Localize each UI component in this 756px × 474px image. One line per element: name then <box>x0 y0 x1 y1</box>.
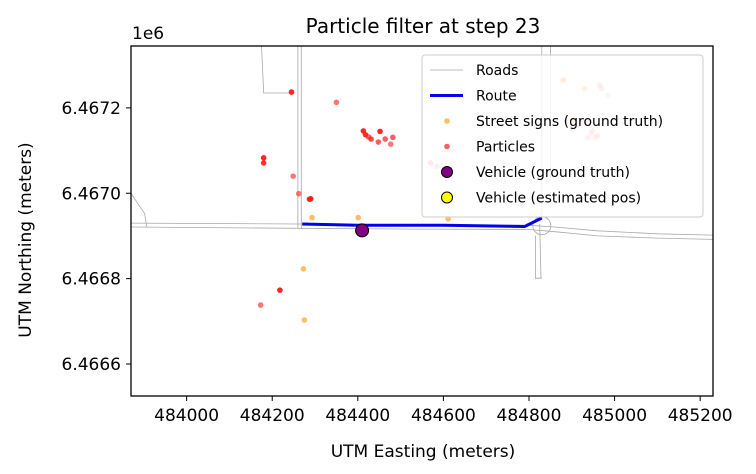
x-axis-ticks: 484000 484200 484400 484600 484800 485000 4852… <box>154 396 733 426</box>
particle-point <box>257 302 264 308</box>
x-tick-label: 484200 <box>240 406 305 426</box>
particle-point <box>290 173 296 179</box>
x-axis-label: UTM Easting (meters) <box>331 442 516 462</box>
legend: Roads Route Street signs (ground truth) Par… <box>421 54 704 218</box>
x-tick-label: 484600 <box>411 406 476 426</box>
particle-point <box>368 136 374 142</box>
y-tick-label: 6.4666 <box>62 355 121 375</box>
particle-point <box>306 196 313 203</box>
legend-label-vehicle_true: Vehicle (ground truth) <box>476 165 630 181</box>
particle-point <box>295 190 302 197</box>
particle-point <box>260 155 267 161</box>
road-line <box>261 46 294 94</box>
legend-label-vehicle_est: Vehicle (estimated pos) <box>476 191 641 207</box>
legend-label-roads: Roads <box>476 63 518 79</box>
y-tick-label: 6.4672 <box>62 99 121 119</box>
particle-point <box>387 141 394 147</box>
route-layer <box>302 216 543 229</box>
legend-swatch-vehicle_est <box>441 191 453 204</box>
y-tick-label: 6.4670 <box>62 184 121 204</box>
legend-box <box>421 54 704 218</box>
road-line <box>539 223 542 279</box>
street-sign-point <box>301 317 308 323</box>
street-sign-point <box>309 214 315 221</box>
particle-point <box>288 89 295 95</box>
y-tick-label: 6.4668 <box>62 270 121 290</box>
y-axis-label: UTM Northing (meters) <box>16 142 36 337</box>
street-sign-point <box>355 214 362 221</box>
particle-point <box>390 134 396 141</box>
particle-point <box>375 139 382 145</box>
y-axis-offset-label: 1e6 <box>132 24 164 44</box>
legend-label-particles: Particles <box>476 140 535 156</box>
x-tick-label: 484000 <box>154 406 219 426</box>
legend-swatch-vehicle_true <box>441 166 453 178</box>
legend-label-route: Route <box>476 89 517 105</box>
street-sign-point <box>300 266 307 272</box>
y-axis-ticks: 6.4666 6.4668 6.4670 6.4672 <box>62 99 131 375</box>
x-tick-label: 484400 <box>325 406 390 426</box>
vehicle-layer <box>355 223 370 238</box>
route-line <box>302 216 543 229</box>
legend-label-signs: Street signs (ground truth) <box>476 114 663 130</box>
plot-frame <box>130 45 714 397</box>
chart-title: Particle filter at step 23 <box>306 14 541 38</box>
vehicle-ground-truth-marker <box>355 223 370 238</box>
legend-swatch-particles <box>444 143 450 150</box>
particle-point <box>260 160 267 166</box>
particle-point <box>377 128 383 135</box>
x-tick-label: 485200 <box>668 406 733 426</box>
particle-point <box>382 136 388 142</box>
particle-point <box>277 287 283 293</box>
road-line <box>131 226 713 240</box>
road-line <box>131 193 148 228</box>
road-line <box>535 235 542 279</box>
x-tick-label: 485000 <box>582 406 647 426</box>
legend-swatch-signs <box>444 118 450 124</box>
particle-point <box>333 99 340 106</box>
x-tick-label: 484800 <box>497 406 562 426</box>
